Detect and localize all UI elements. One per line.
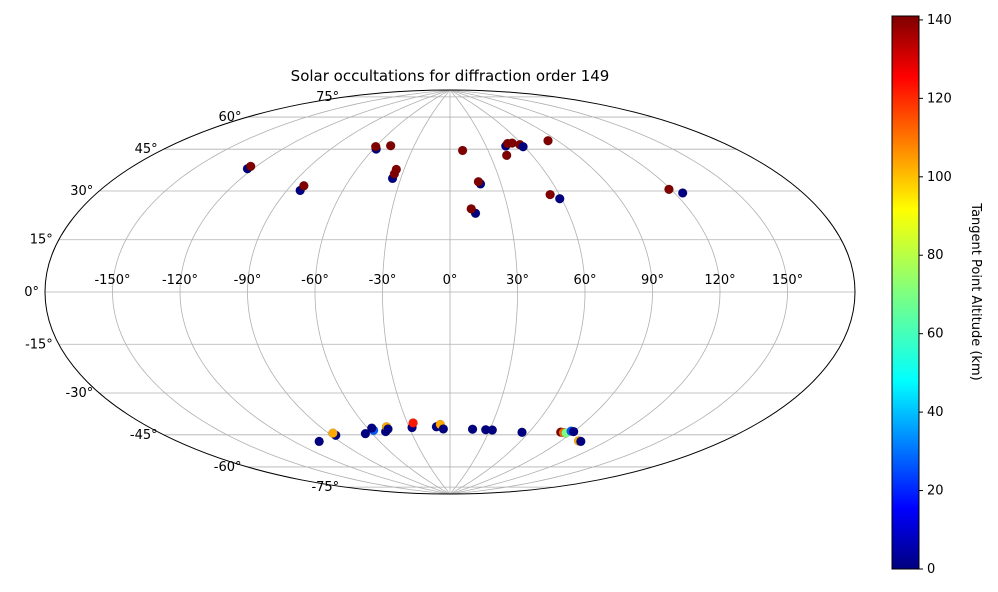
colorbar-tick-label: 60 xyxy=(927,327,944,342)
occultation-point xyxy=(245,161,256,172)
grid-line xyxy=(179,90,451,494)
occultation-point xyxy=(466,204,476,214)
occultation-point xyxy=(457,145,468,156)
grid-line xyxy=(449,90,788,494)
occultation-point xyxy=(467,424,478,434)
lat-tick-label: 75° xyxy=(316,90,339,105)
lon-tick-label: -30° xyxy=(369,273,397,288)
lat-tick-label: -15° xyxy=(25,337,53,352)
lon-tick-label: 60° xyxy=(573,273,596,288)
colorbar-tick-label: 80 xyxy=(927,248,944,263)
occultation-point xyxy=(487,425,498,435)
occultation-point xyxy=(391,164,402,175)
colorbar: 0 20 40 60 80 100 120 140 Tangent Point Altitud… xyxy=(891,13,983,577)
occultation-point xyxy=(360,428,371,439)
lon-tick-label: -60° xyxy=(301,273,329,288)
occultation-point xyxy=(554,193,565,204)
colorbar-label: Tangent Point Altitude (km) xyxy=(968,202,983,380)
grid-line xyxy=(112,90,451,494)
colorbar-ticks: 0 20 40 60 80 100 120 140 xyxy=(919,13,952,577)
colorbar-tick-label: 20 xyxy=(927,484,944,499)
occultation-point xyxy=(677,188,688,198)
lon-tick-label: -120° xyxy=(162,273,198,288)
lat-tick-label: -45° xyxy=(130,428,158,443)
occultation-point xyxy=(438,424,449,434)
occultation-point xyxy=(545,189,555,200)
colorbar-tick-label: 100 xyxy=(927,170,952,185)
occultation-point xyxy=(367,423,377,433)
occultation-point xyxy=(328,428,338,438)
lat-tick-label: -30° xyxy=(66,386,94,401)
lat-tick-label: 45° xyxy=(135,142,158,157)
lon-tick-label: 120° xyxy=(704,273,735,288)
colorbar-tick-label: 120 xyxy=(927,91,952,106)
longitude-tick-labels: -150° -120° -90° -60° -30° 0° 30° 60° 90° 120° 150… xyxy=(94,273,803,288)
occultation-point xyxy=(517,427,527,438)
occultation-point xyxy=(385,140,396,151)
lon-tick-label: 150° xyxy=(772,273,803,288)
lat-tick-label: 15° xyxy=(30,233,53,248)
lon-tick-label: 90° xyxy=(641,273,664,288)
occultation-point xyxy=(543,135,553,146)
occultation-point xyxy=(370,141,381,152)
colorbar-tick-label: 0 xyxy=(927,562,935,577)
lat-tick-label: 30° xyxy=(70,184,93,199)
occultation-point xyxy=(299,181,309,191)
map-plot-area: 75° 60° 45° 30° 15° 0° -15° -30° -45° -60° -75° -1… xyxy=(24,89,856,495)
lon-tick-label: -90° xyxy=(234,273,262,288)
occultation-point xyxy=(507,138,517,148)
colorbar-tick-label: 140 xyxy=(927,13,952,28)
occultation-point xyxy=(314,436,324,447)
graticule xyxy=(45,90,855,494)
occultation-point xyxy=(518,141,528,152)
lon-tick-label: 0° xyxy=(443,273,458,288)
lat-tick-label: -60° xyxy=(214,460,242,475)
lat-tick-label: 0° xyxy=(24,285,39,300)
occultation-point xyxy=(664,184,674,195)
lat-tick-label: 60° xyxy=(218,110,241,125)
colorbar-gradient xyxy=(891,15,920,570)
lon-tick-label: -150° xyxy=(94,273,130,288)
grid-line xyxy=(449,90,586,494)
data-points xyxy=(242,135,688,447)
occultation-point xyxy=(501,150,512,161)
latitude-tick-labels: 75° 60° 45° 30° 15° 0° -15° -30° -45° -60° -75° xyxy=(24,90,339,495)
lat-tick-label: -75° xyxy=(311,480,339,495)
occultation-point xyxy=(576,436,586,447)
occultation-point xyxy=(568,426,579,437)
map-boundary xyxy=(44,89,856,495)
occultation-point xyxy=(473,176,484,187)
occultation-point xyxy=(408,418,418,428)
colorbar-tick-label: 40 xyxy=(927,405,944,420)
chart-title: Solar occultations for diffraction order… xyxy=(291,67,610,85)
lon-tick-label: 30° xyxy=(506,273,529,288)
occultation-point xyxy=(383,424,393,434)
grid-line xyxy=(449,90,721,494)
